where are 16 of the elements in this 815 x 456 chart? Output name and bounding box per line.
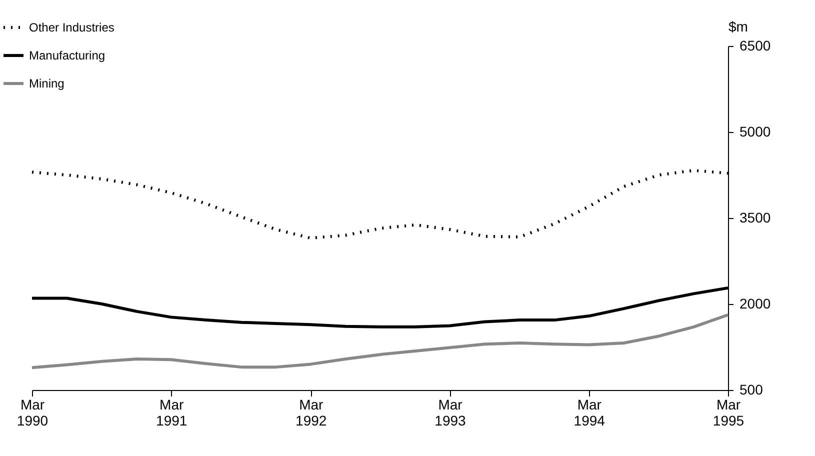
legend-label: Other Industries <box>29 20 114 34</box>
x-tick-label: Mar 1993 <box>434 396 466 428</box>
y-tick-label: 3500 <box>740 210 771 226</box>
x-tick-label: Mar 1994 <box>574 396 606 428</box>
y-tick-label: 500 <box>740 382 764 398</box>
x-tick-label: Mar 1992 <box>296 396 327 428</box>
x-tick-label: Mar 1991 <box>156 396 188 428</box>
line-series <box>30 313 730 370</box>
y-axis-title: $m <box>728 18 748 34</box>
x-tick-label: Mar 1995 <box>712 396 744 428</box>
x-tick-label: Mar 1990 <box>16 396 48 428</box>
y-tick-label: 5000 <box>740 124 771 140</box>
legend-label: Manufacturing <box>29 48 106 62</box>
y-tick-label: 2000 <box>740 296 771 312</box>
legend-label: Mining <box>29 76 64 90</box>
y-tick-label: 6500 <box>740 38 771 54</box>
